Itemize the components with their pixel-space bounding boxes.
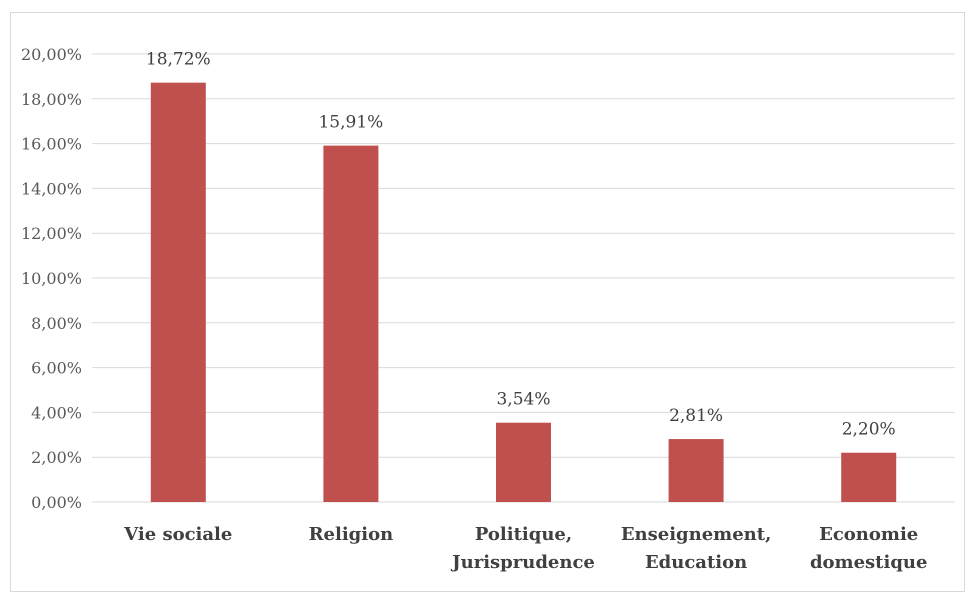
bar	[841, 452, 897, 502]
y-tick-label: 10,00%	[21, 269, 82, 288]
data-labels: 18,72% 15,91% 3,54% 2,81% 2,20%	[146, 50, 896, 440]
x-tick-label: Politique,	[475, 524, 572, 545]
x-tick-label: Jurisprudence	[450, 552, 595, 573]
bar	[323, 145, 379, 502]
x-tick-label: domestique	[810, 552, 928, 573]
bars	[150, 82, 897, 502]
y-tick-label: 18,00%	[21, 90, 82, 109]
x-tick-label: Enseignement,	[621, 524, 772, 545]
data-label: 15,91%	[318, 113, 383, 133]
bar	[668, 439, 724, 502]
bar	[150, 82, 206, 502]
y-tick-label: 4,00%	[31, 403, 82, 422]
y-tick-label: 8,00%	[31, 314, 82, 333]
data-label: 18,72%	[146, 50, 211, 70]
x-tick-label: Education	[645, 552, 747, 573]
x-tick-label: Religion	[309, 524, 394, 545]
y-tick-label: 6,00%	[31, 359, 82, 378]
y-tick-label: 14,00%	[21, 179, 82, 198]
y-axis-ticks: 0,00% 2,00% 4,00% 6,00% 8,00% 10,00% 12,00% 14,…	[21, 45, 82, 512]
y-tick-label: 12,00%	[21, 224, 82, 243]
gridlines	[92, 53, 955, 503]
data-label: 3,54%	[496, 390, 550, 410]
y-tick-label: 2,00%	[31, 448, 82, 467]
bar	[496, 422, 551, 502]
x-axis-labels: Vie sociale Religion Politique, Jurispruden…	[123, 524, 927, 573]
bar-chart: 0,00% 2,00% 4,00% 6,00% 8,00% 10,00% 12,00% 14,…	[21, 45, 955, 573]
x-tick-label: Economie	[819, 524, 918, 545]
x-tick-label: Vie sociale	[123, 524, 232, 545]
data-label: 2,20%	[842, 420, 896, 440]
y-tick-label: 20,00%	[21, 45, 82, 64]
y-tick-label: 16,00%	[21, 135, 82, 154]
y-tick-label: 0,00%	[31, 493, 82, 512]
data-label: 2,81%	[669, 406, 723, 426]
